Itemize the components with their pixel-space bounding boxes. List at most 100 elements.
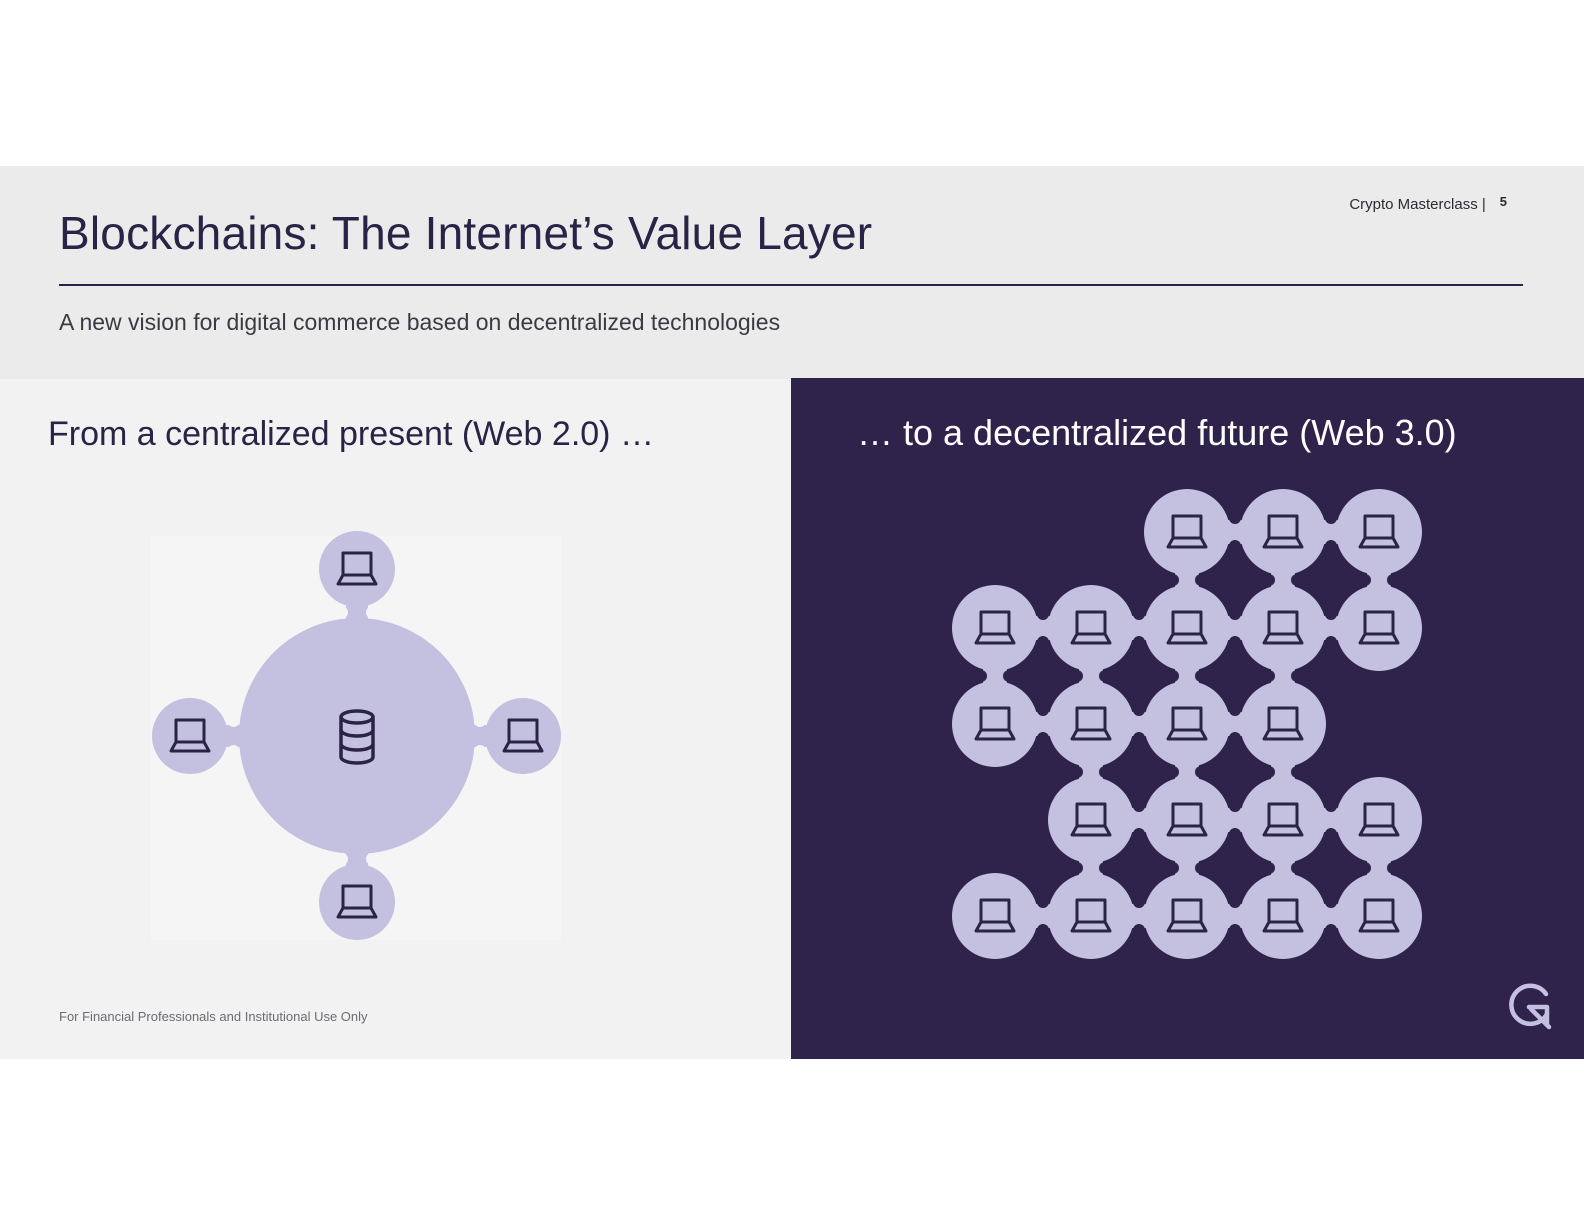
connector-notch — [1195, 574, 1207, 586]
connector-notch — [1195, 670, 1207, 682]
connector-notch — [1359, 574, 1371, 586]
connector-notch — [1099, 862, 1111, 874]
connector-notch — [1263, 574, 1275, 586]
connector-notch — [1229, 540, 1241, 552]
peer-node — [1336, 873, 1422, 959]
connector-notch — [1167, 862, 1179, 874]
connector-notch — [1167, 574, 1179, 586]
peer-node — [1048, 585, 1134, 671]
connector-notch — [336, 853, 348, 865]
laptop-icon — [974, 610, 1016, 645]
connector-notch — [1037, 704, 1049, 716]
connector-notch — [1325, 800, 1337, 812]
connector-notch — [366, 606, 378, 619]
laptop-icon — [974, 898, 1016, 933]
peer-node — [1144, 873, 1230, 959]
laptop-icon — [336, 551, 378, 586]
peer-node — [1144, 777, 1230, 863]
client-node-bottom — [319, 864, 395, 940]
connector-notch — [1387, 862, 1399, 874]
connector-notch — [1291, 766, 1303, 778]
decentralized-network-diagram — [952, 489, 1422, 959]
connector-notch — [1133, 732, 1145, 744]
connector-notch — [1133, 924, 1145, 936]
laptop-icon — [1070, 610, 1112, 645]
laptop-icon — [1070, 706, 1112, 741]
connector-notch — [1229, 704, 1241, 716]
connector-notch — [1037, 896, 1049, 908]
slide: Blockchains: The Internet’s Value Layer … — [0, 166, 1584, 1059]
connector-notch — [1291, 574, 1303, 586]
client-node-top — [319, 531, 395, 607]
connector-notch — [1229, 924, 1241, 936]
connector-notch — [1133, 608, 1145, 620]
slide-subtitle: A new vision for digital commerce based … — [59, 309, 781, 335]
connector-notch — [1099, 670, 1111, 682]
connector-notch — [1037, 608, 1049, 620]
client-node-right — [485, 698, 561, 774]
slide-title: Blockchains: The Internet’s Value Layer — [59, 207, 873, 259]
peer-node — [1144, 681, 1230, 767]
laptop-icon — [169, 718, 211, 753]
peer-node — [1240, 681, 1326, 767]
section-label: Crypto Masterclass | — [1349, 196, 1486, 213]
title-divider — [59, 284, 1523, 286]
g-logo-icon — [1509, 983, 1552, 1030]
connector-notch — [1387, 574, 1399, 586]
connector-notch — [1325, 540, 1337, 552]
connector-notch — [1071, 670, 1083, 682]
connector-notch — [1133, 800, 1145, 812]
peer-node — [952, 873, 1038, 959]
connector-notch — [975, 670, 987, 682]
connector-notch — [1195, 766, 1207, 778]
disclaimer: For Financial Professionals and Institut… — [59, 1009, 368, 1024]
centralized-panel: From a centralized present (Web 2.0) … F… — [0, 379, 791, 1059]
connector-notch — [1263, 670, 1275, 682]
peer-node — [1240, 873, 1326, 959]
connector-notch — [474, 745, 486, 757]
laptop-icon — [336, 884, 378, 919]
client-node-left — [152, 698, 228, 774]
connector-notch — [1229, 608, 1241, 620]
connector-notch — [1263, 766, 1275, 778]
peer-node — [1048, 873, 1134, 959]
connector-notch — [1229, 896, 1241, 908]
connector-notch — [1229, 636, 1241, 648]
slide-header: Blockchains: The Internet’s Value Layer … — [0, 166, 1584, 379]
connector-notch — [336, 606, 348, 619]
laptop-icon — [1070, 802, 1112, 837]
laptop-icon — [1262, 706, 1304, 741]
page-reference: Crypto Masterclass | 5 — [1349, 194, 1507, 213]
peer-node — [1336, 777, 1422, 863]
peer-node — [1144, 489, 1230, 575]
laptop-icon — [502, 718, 544, 753]
connector-notch — [1359, 862, 1371, 874]
laptop-icon — [1262, 898, 1304, 933]
laptop-icon — [1358, 514, 1400, 549]
laptop-icon — [1262, 514, 1304, 549]
laptop-icon — [974, 706, 1016, 741]
peer-node — [952, 585, 1038, 671]
connector-notch — [1229, 828, 1241, 840]
laptop-icon — [1358, 898, 1400, 933]
connector-notch — [1325, 608, 1337, 620]
connector-notch — [1325, 896, 1337, 908]
laptop-icon — [1358, 802, 1400, 837]
laptop-icon — [1262, 802, 1304, 837]
connector-notch — [1229, 732, 1241, 744]
connector-notch — [1229, 512, 1241, 524]
peer-node — [1336, 585, 1422, 671]
peer-node — [952, 681, 1038, 767]
peer-node — [1048, 777, 1134, 863]
connector-notch — [1133, 896, 1145, 908]
peer-node — [1240, 585, 1326, 671]
laptop-icon — [1166, 610, 1208, 645]
peer-node — [1240, 777, 1326, 863]
peer-node — [1048, 681, 1134, 767]
connector-notch — [1325, 924, 1337, 936]
connector-notch — [366, 853, 378, 865]
laptop-icon — [1166, 802, 1208, 837]
centralized-heading: From a centralized present (Web 2.0) … — [48, 415, 654, 453]
laptop-icon — [1166, 898, 1208, 933]
connector-notch — [1167, 670, 1179, 682]
